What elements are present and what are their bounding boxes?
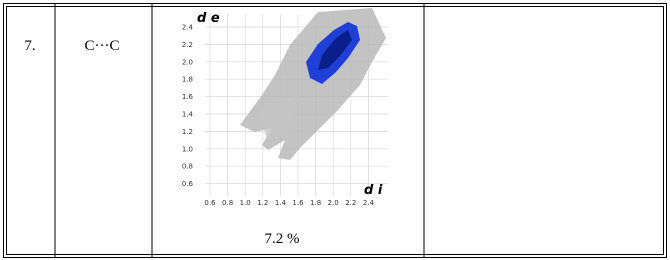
y-axis-label: d e [197,11,220,26]
x-tick-label: 1.6 [292,199,304,207]
x-tick-label: 1.8 [310,199,321,207]
y-tick-label: 1.8 [182,76,193,84]
x-tick-label: 0.8 [222,199,233,207]
y-tick-label: 1.4 [182,111,194,119]
x-tick-label: 1.2 [257,199,268,207]
y-tick-label: 1.0 [182,145,193,153]
percentage-caption: 7.2 % [265,231,300,247]
fingerprint-plot: d e d i 0.6 0.8 1.0 1.2 1.4 1.6 1.8 2.0 2.2 2.4 2.… [182,8,395,208]
table-borders [3,3,667,258]
y-tick-label: 1.2 [182,128,193,136]
x-tick-label: 2.4 [363,199,375,207]
x-tick-label: 2.2 [345,199,356,207]
y-tick-label: 2.2 [182,41,193,49]
x-tick-label: 1.4 [275,199,287,207]
y-tick-label: 1.6 [182,93,194,101]
contact-type: C···C [85,38,120,54]
y-tick-label: 0.6 [182,180,194,188]
x-tick-label: 1.0 [240,199,251,207]
row-number: 7. [24,38,35,54]
y-tick-label: 2.4 [182,24,194,32]
blue-core [318,30,352,70]
gray-cloud-lower [258,95,300,142]
x-tick-label: 2.0 [328,199,339,207]
x-tick-label: 0.6 [204,199,216,207]
x-axis-label: d i [364,183,383,198]
y-tick-label: 0.8 [182,163,193,171]
y-tick-label: 2.0 [182,58,193,66]
